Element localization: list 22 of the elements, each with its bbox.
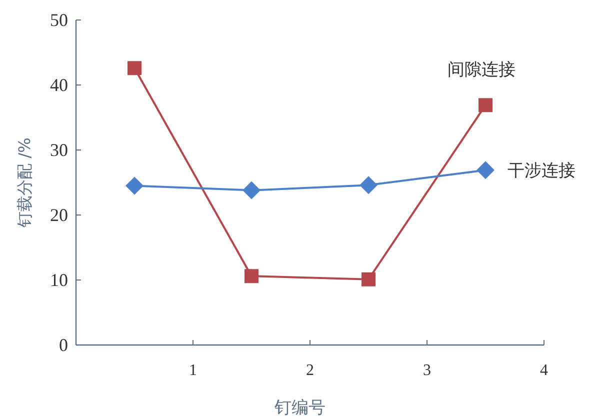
y-tick-label: 50 <box>50 10 68 30</box>
x-tick-label: 2 <box>306 362 314 379</box>
y-tick-label: 20 <box>50 205 68 225</box>
point <box>360 176 378 194</box>
x-axis-title: 钉编号 <box>274 398 326 418</box>
point <box>476 161 494 180</box>
y-tick-label: 30 <box>50 140 68 160</box>
series-label: 干涉连接 <box>508 161 576 182</box>
y-tick-label: 0 <box>59 335 68 355</box>
point <box>362 272 376 286</box>
point <box>478 98 492 112</box>
point <box>242 181 260 200</box>
x-tick-label: 4 <box>540 362 548 379</box>
point <box>244 269 258 284</box>
x-tick-label: 3 <box>423 362 431 379</box>
x-tick-label: 1 <box>189 362 197 379</box>
series-label: 间隙连接 <box>448 60 516 80</box>
y-tick-label: 10 <box>50 270 68 290</box>
point <box>128 61 142 76</box>
point <box>126 176 144 195</box>
y-axis-title: 钉载分配 /% <box>15 138 34 228</box>
y-tick-label: 40 <box>50 75 68 95</box>
